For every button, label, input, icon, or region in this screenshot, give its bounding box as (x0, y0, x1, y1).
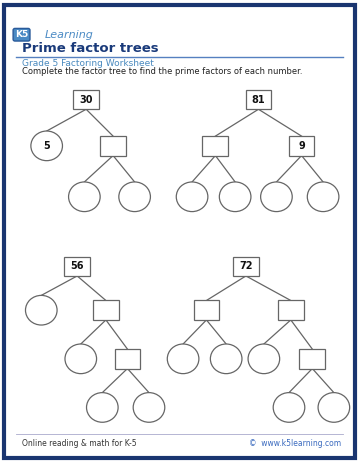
FancyBboxPatch shape (73, 90, 99, 109)
Ellipse shape (318, 393, 350, 422)
FancyBboxPatch shape (246, 90, 271, 109)
FancyBboxPatch shape (233, 257, 259, 276)
FancyBboxPatch shape (194, 300, 219, 320)
Text: 5: 5 (43, 141, 50, 151)
Text: K5: K5 (15, 30, 28, 39)
Ellipse shape (273, 393, 305, 422)
Text: 9: 9 (298, 141, 305, 151)
Ellipse shape (261, 182, 292, 212)
Ellipse shape (65, 344, 97, 374)
FancyBboxPatch shape (278, 300, 304, 320)
Ellipse shape (167, 344, 199, 374)
Text: Learning: Learning (45, 30, 94, 40)
Text: 56: 56 (70, 261, 84, 271)
Ellipse shape (119, 182, 150, 212)
Ellipse shape (210, 344, 242, 374)
Text: 30: 30 (79, 94, 93, 105)
Ellipse shape (307, 182, 339, 212)
Text: Complete the factor tree to find the prime factors of each number.: Complete the factor tree to find the pri… (22, 67, 302, 76)
Text: Grade 5 Factoring Worksheet: Grade 5 Factoring Worksheet (22, 59, 153, 68)
Text: Online reading & math for K-5: Online reading & math for K-5 (22, 439, 136, 448)
Ellipse shape (248, 344, 280, 374)
Ellipse shape (25, 295, 57, 325)
Ellipse shape (69, 182, 100, 212)
FancyBboxPatch shape (202, 136, 228, 156)
FancyBboxPatch shape (115, 349, 140, 369)
Ellipse shape (87, 393, 118, 422)
FancyBboxPatch shape (93, 300, 119, 320)
Text: Prime factor trees: Prime factor trees (22, 42, 158, 55)
Text: 72: 72 (239, 261, 253, 271)
FancyBboxPatch shape (299, 349, 325, 369)
Ellipse shape (133, 393, 165, 422)
Text: ©  www.k5learning.com: © www.k5learning.com (249, 439, 341, 448)
FancyBboxPatch shape (100, 136, 126, 156)
Ellipse shape (219, 182, 251, 212)
Ellipse shape (31, 131, 62, 161)
FancyBboxPatch shape (289, 136, 314, 156)
Ellipse shape (176, 182, 208, 212)
Text: 81: 81 (252, 94, 265, 105)
FancyBboxPatch shape (64, 257, 90, 276)
